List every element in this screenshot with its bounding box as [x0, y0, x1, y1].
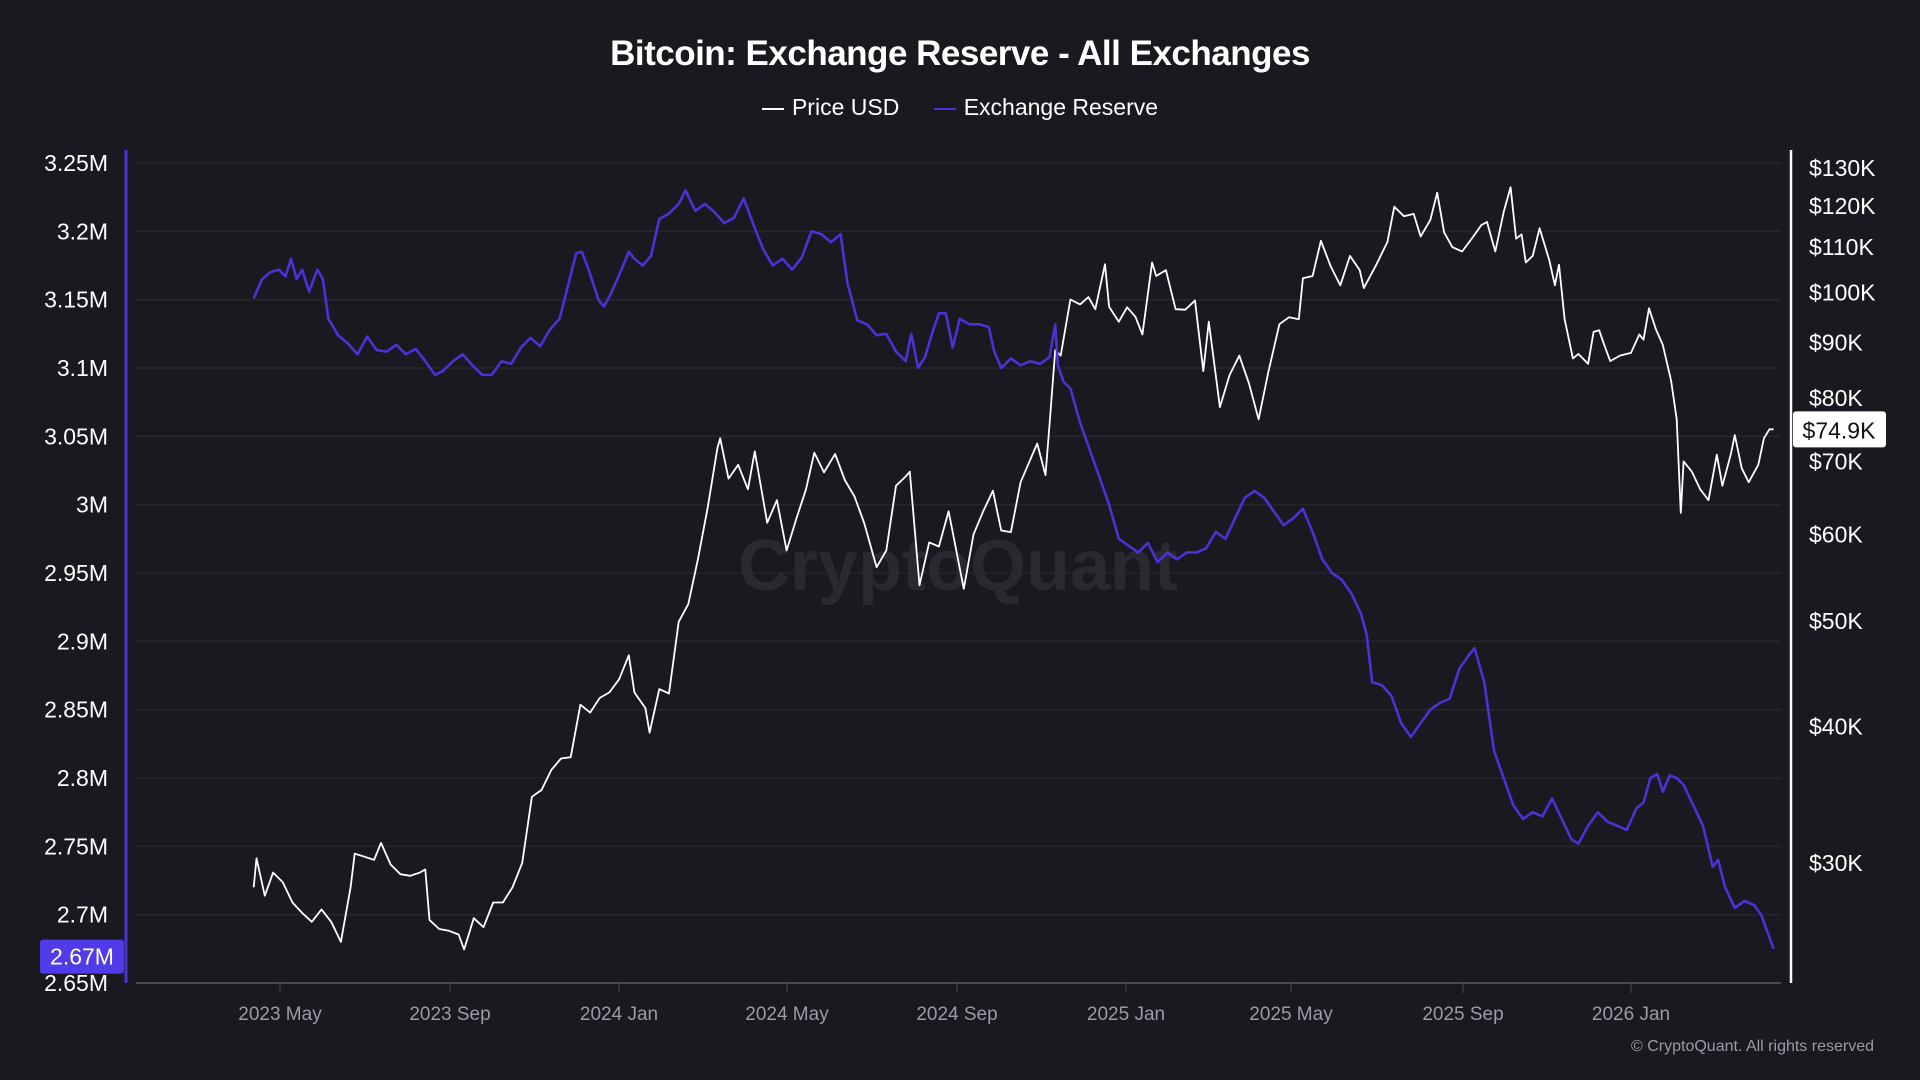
- left-tick-label: 2.85M: [44, 697, 108, 723]
- right-tick-label: $90K: [1809, 329, 1863, 355]
- x-tick-label: 2023 Sep: [409, 1004, 490, 1025]
- left-tick-label: 3.05M: [44, 423, 108, 449]
- left-tick-label: 2.7M: [57, 902, 108, 928]
- watermark: CryptoQuant: [738, 526, 1178, 606]
- right-tick-label: $100K: [1809, 279, 1876, 305]
- left-tick-label: 3.2M: [57, 218, 108, 244]
- x-tick-label: 2024 Sep: [916, 1004, 997, 1025]
- left-tick-label: 3.25M: [44, 150, 108, 176]
- price-current-value: $74.9K: [1803, 417, 1877, 443]
- x-tick-label: 2024 May: [745, 1004, 829, 1025]
- right-tick-label: $80K: [1809, 385, 1863, 411]
- x-tick-label: 2025 Jan: [1087, 1004, 1165, 1025]
- legend-swatch-price: [761, 107, 784, 110]
- right-tick-label: $50K: [1809, 608, 1863, 634]
- series-group: [252, 186, 1775, 951]
- copyright: © CryptoQuant. All rights reserved: [1631, 1038, 1874, 1055]
- exchange-reserve-line: [252, 189, 1775, 950]
- x-tick-label: 2024 Jan: [580, 1004, 658, 1025]
- price-current-badge: [1793, 411, 1886, 448]
- legend-label-reserve: Exchange Reserve: [963, 94, 1159, 120]
- x-tick-label: 2023 May: [238, 1004, 322, 1025]
- left-tick-label: 3.1M: [57, 355, 108, 381]
- left-y-axis: 3.25M 3.2M 3.15M 3.1M 3.05M 3M 2.95M 2.9M 2.85M 2…: [44, 150, 128, 996]
- x-tick-label: 2025 May: [1249, 1004, 1333, 1025]
- left-tick-label: 3.15M: [44, 287, 108, 313]
- left-tick-label: 2.75M: [44, 833, 108, 859]
- right-y-axis: $130K $120K $110K $100K $90K $80K $70K $60K $50K…: [1789, 150, 1876, 983]
- left-tick-label: 2.95M: [44, 560, 108, 586]
- legend-label-price: Price USD: [791, 94, 900, 120]
- legend: Price USD Exchange Reserve: [0, 94, 1920, 121]
- right-tick-label: $40K: [1809, 714, 1863, 740]
- chart-title: Bitcoin: Exchange Reserve - All Exchange…: [610, 34, 1310, 73]
- left-tick-label: 2.9M: [57, 628, 108, 654]
- price-usd-line: [252, 186, 1774, 951]
- right-tick-label: $30K: [1809, 850, 1863, 876]
- reserve-current-badge: [40, 939, 124, 974]
- legend-swatch-reserve: [933, 107, 956, 110]
- x-tick-label: 2026 Jan: [1592, 1004, 1670, 1025]
- left-tick-label: 2.65M: [44, 970, 108, 996]
- legend-item-price[interactable]: Price USD: [761, 94, 900, 121]
- right-tick-label: $120K: [1809, 193, 1876, 219]
- value-badges: 2.67M $74.9K: [40, 411, 1886, 974]
- right-tick-label: $110K: [1809, 234, 1874, 260]
- x-tick-label: 2025 Sep: [1422, 1004, 1503, 1025]
- left-tick-label: 3M: [76, 492, 108, 518]
- legend-item-reserve[interactable]: Exchange Reserve: [933, 94, 1159, 121]
- right-tick-label: $130K: [1809, 155, 1876, 181]
- x-axis: 2023 May 2023 Sep 2024 Jan 2024 May 2024 Sep…: [136, 982, 1781, 1025]
- right-tick-label: $60K: [1809, 521, 1863, 547]
- left-tick-label: 2.8M: [57, 765, 108, 791]
- reserve-current-value: 2.67M: [50, 944, 114, 970]
- right-tick-label: $70K: [1809, 448, 1863, 474]
